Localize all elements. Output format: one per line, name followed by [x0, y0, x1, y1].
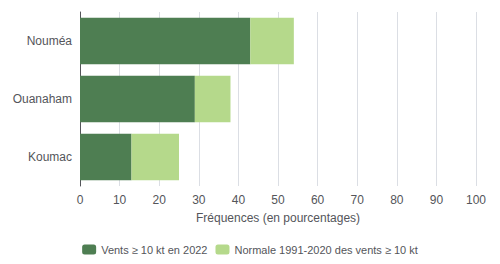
svg-text:Vents ≥ 10 kt en 2022: Vents ≥ 10 kt en 2022 [101, 244, 207, 256]
svg-text:10: 10 [113, 193, 127, 207]
svg-text:40: 40 [232, 193, 246, 207]
svg-text:90: 90 [430, 193, 444, 207]
svg-text:0: 0 [77, 193, 84, 207]
svg-text:20: 20 [153, 193, 167, 207]
svg-text:50: 50 [271, 193, 285, 207]
svg-text:70: 70 [351, 193, 365, 207]
svg-text:30: 30 [192, 193, 206, 207]
svg-text:Nouméa: Nouméa [27, 34, 73, 48]
svg-text:60: 60 [311, 193, 325, 207]
svg-text:Fréquences (en pourcentages): Fréquences (en pourcentages) [196, 211, 360, 225]
svg-text:Ouanaham: Ouanaham [13, 92, 72, 106]
svg-text:Koumac: Koumac [28, 150, 72, 164]
svg-text:Normale 1991-2020 des vents ≥: Normale 1991-2020 des vents ≥ 10 kt [234, 244, 417, 256]
svg-text:100: 100 [466, 193, 486, 207]
svg-text:80: 80 [390, 193, 404, 207]
